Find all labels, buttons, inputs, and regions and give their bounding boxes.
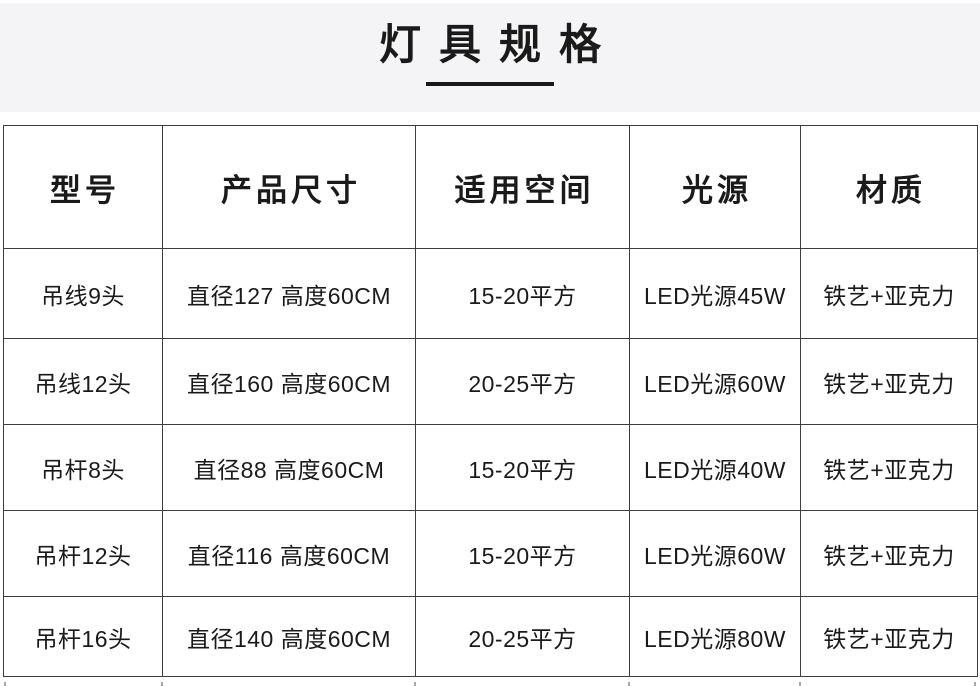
cell-model: 吊杆16头 (3, 596, 163, 677)
cell-space: 15-20平方 (415, 510, 630, 598)
cell-material: 铁艺+亚克力 (800, 247, 978, 340)
cell-light-source: LED光源60W (629, 510, 801, 598)
table-edge-tick (974, 682, 976, 686)
table-row: 吊杆8头 直径88 高度60CM 15-20平方 LED光源40W 铁艺+亚克力 (3, 424, 978, 512)
column-header-space: 适用空间 (415, 125, 630, 249)
cell-space: 20-25平方 (415, 596, 630, 677)
column-header-model: 型号 (3, 125, 163, 249)
table-edge-tick (628, 682, 630, 686)
table-edge-tick (799, 682, 801, 686)
cell-material: 铁艺+亚克力 (800, 510, 978, 598)
cell-model: 吊杆8头 (3, 424, 163, 512)
cell-light-source: LED光源40W (629, 424, 801, 512)
title-band: 灯具规格 (0, 3, 980, 112)
column-header-light-source: 光源 (629, 125, 801, 249)
cell-space: 15-20平方 (415, 247, 630, 340)
cell-light-source: LED光源60W (629, 338, 801, 426)
cell-size: 直径140 高度60CM (162, 596, 416, 677)
table-edge-tick (414, 682, 416, 686)
cell-size: 直径127 高度60CM (162, 247, 416, 340)
table-row: 吊杆16头 直径140 高度60CM 20-25平方 LED光源80W 铁艺+亚… (3, 596, 978, 677)
table-edge-tick (161, 682, 163, 686)
table-header-row: 型号 产品尺寸 适用空间 光源 材质 (3, 125, 978, 249)
cell-material: 铁艺+亚克力 (800, 424, 978, 512)
cell-space: 15-20平方 (415, 424, 630, 512)
table-row: 吊线12头 直径160 高度60CM 20-25平方 LED光源60W 铁艺+亚… (3, 338, 978, 426)
cell-size: 直径88 高度60CM (162, 424, 416, 512)
page-title: 灯具规格 (378, 21, 619, 68)
table-row: 吊线9头 直径127 高度60CM 15-20平方 LED光源45W 铁艺+亚克… (3, 247, 978, 340)
cell-space: 20-25平方 (415, 338, 630, 426)
title-underline (426, 82, 554, 86)
column-header-size: 产品尺寸 (162, 125, 416, 249)
table-edge-tick (4, 682, 6, 686)
cell-material: 铁艺+亚克力 (800, 596, 978, 677)
cell-model: 吊线12头 (3, 338, 163, 426)
table-row: 吊杆12头 直径116 高度60CM 15-20平方 LED光源60W 铁艺+亚… (3, 510, 978, 598)
cell-model: 吊线9头 (3, 247, 163, 340)
column-header-material: 材质 (800, 125, 978, 249)
cell-light-source: LED光源45W (629, 247, 801, 340)
cell-model: 吊杆12头 (3, 510, 163, 598)
cell-light-source: LED光源80W (629, 596, 801, 677)
cell-size: 直径160 高度60CM (162, 338, 416, 426)
cell-material: 铁艺+亚克力 (800, 338, 978, 426)
cell-size: 直径116 高度60CM (162, 510, 416, 598)
spec-table: 型号 产品尺寸 适用空间 光源 材质 吊线9头 直径127 高度60CM 15-… (3, 125, 978, 677)
